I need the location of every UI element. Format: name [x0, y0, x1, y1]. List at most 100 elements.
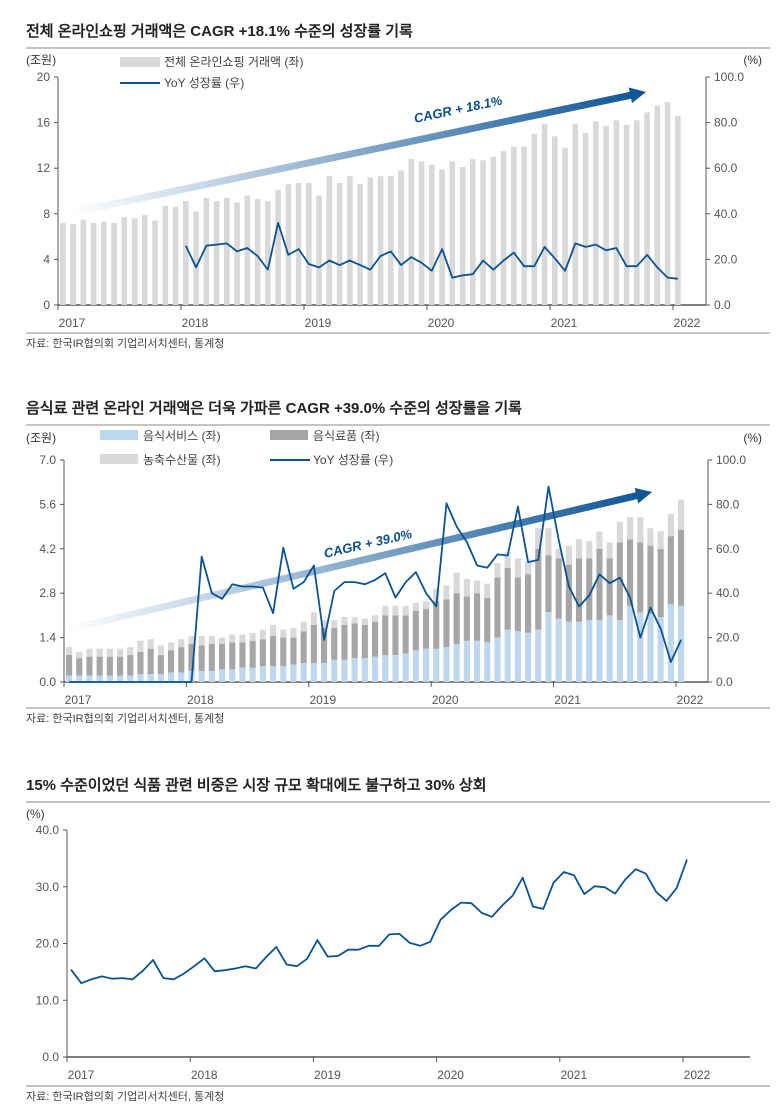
- bar-food-service: [525, 632, 532, 682]
- bar-agri: [463, 578, 470, 597]
- bar-food-products: [545, 555, 552, 613]
- x-tick-label: 2017: [68, 1068, 95, 1082]
- bar-food-service: [106, 675, 113, 682]
- bar-agri: [168, 642, 175, 651]
- bar-total: [511, 146, 517, 305]
- bar-agri: [66, 647, 73, 656]
- bar-food-service: [535, 629, 542, 682]
- bar-total: [572, 123, 579, 306]
- bar-agri: [321, 620, 328, 629]
- bar-agri: [106, 648, 113, 657]
- bar-total: [490, 156, 497, 305]
- bar-total: [131, 218, 138, 305]
- bar-agri: [494, 563, 501, 578]
- bar-food-service: [514, 631, 521, 682]
- bar-agri: [616, 521, 623, 543]
- bar-total: [654, 105, 661, 305]
- bar-total: [244, 195, 251, 305]
- bar-food-products: [117, 656, 124, 676]
- bar-total: [644, 112, 650, 305]
- bar-food-products: [453, 593, 460, 644]
- bar-food-service: [290, 664, 297, 682]
- bar-food-products: [596, 548, 603, 621]
- y-tick-label-left: 2.8: [39, 586, 56, 600]
- y-tick-label-right: 60.0: [716, 542, 740, 556]
- bar-food-service: [168, 672, 175, 682]
- x-tick-label: 2022: [677, 693, 704, 707]
- y-tick-label-right: 0.0: [716, 675, 733, 689]
- bar-food-service: [198, 670, 205, 682]
- legend-agri-swatch: [100, 454, 138, 464]
- bar-total: [388, 176, 394, 305]
- cagr-arrow-shape: [64, 487, 652, 634]
- bar-total: [275, 189, 281, 305]
- bar-food-service: [351, 658, 358, 682]
- bar-food-products: [627, 539, 634, 606]
- y-tick-label-left: 30.0: [36, 880, 60, 894]
- bar-food-products: [208, 643, 215, 671]
- bar-agri: [239, 634, 246, 643]
- bar-agri: [300, 621, 307, 632]
- bar-food-products: [280, 637, 287, 667]
- bar-total: [531, 134, 538, 305]
- bar-total: [101, 221, 107, 305]
- bar-agri: [290, 628, 297, 638]
- y-tick-label-right: 80.0: [714, 116, 738, 130]
- bar-agri: [555, 548, 562, 559]
- bar-food-service: [117, 675, 124, 682]
- bar-agri: [198, 636, 205, 646]
- x-tick-label: 2017: [65, 693, 92, 707]
- bar-total: [562, 147, 568, 305]
- y-tick-label-left: 7.0: [39, 453, 56, 467]
- bar-food-products: [106, 656, 113, 676]
- y-tick-label-right: 80.0: [716, 497, 740, 511]
- bar-agri: [657, 531, 664, 549]
- bar-total: [183, 201, 189, 305]
- bar-total: [234, 202, 240, 305]
- bar-food-products: [667, 536, 674, 605]
- bar-agri: [127, 647, 134, 656]
- bar-total: [449, 161, 456, 305]
- bar-agri: [157, 645, 164, 656]
- bar-total: [193, 211, 199, 305]
- bar-total: [480, 160, 486, 305]
- bar-agri: [188, 636, 195, 644]
- bar-food-service: [249, 667, 256, 682]
- x-tick-label: 2017: [59, 316, 86, 330]
- legend-label-yoy: YoY 성장률 (우): [164, 76, 244, 90]
- bar-food-products: [137, 651, 144, 675]
- bar-agri: [208, 636, 215, 644]
- legend-food-service-swatch: [100, 430, 138, 440]
- bar-total: [224, 197, 230, 305]
- bar-total: [541, 123, 548, 306]
- bar-food-service: [300, 662, 307, 682]
- x-tick-label: 2020: [428, 316, 455, 330]
- bar-food-products: [188, 643, 195, 671]
- y-tick-label-left: 12: [37, 161, 51, 175]
- x-tick-label: 2022: [674, 316, 701, 330]
- bar-food-products: [76, 658, 83, 676]
- bar-food-products: [382, 615, 389, 656]
- y-tick-label-left: 16: [37, 116, 51, 130]
- bar-food-products: [249, 640, 256, 668]
- bar-food-products: [157, 655, 164, 675]
- bar-food-products: [474, 593, 481, 641]
- bar-food-products: [310, 624, 317, 663]
- y-tick-label-left: 8: [43, 207, 50, 221]
- bar-food-products: [270, 636, 277, 667]
- y-tick-label-right: 100.0: [716, 453, 746, 467]
- bar-agri: [514, 558, 521, 578]
- bar-agri: [351, 616, 358, 624]
- bar-food-products: [351, 623, 358, 659]
- bar-food-products: [514, 577, 521, 632]
- y-unit-left: (조원): [26, 53, 56, 67]
- bar-food-service: [545, 612, 552, 682]
- x-tick-label: 2021: [551, 316, 578, 330]
- bar-food-products: [433, 601, 440, 649]
- bar-food-service: [259, 666, 266, 682]
- bar-food-service: [616, 620, 623, 682]
- bar-food-products: [86, 656, 93, 676]
- y-tick-label-left: 4: [43, 252, 50, 266]
- y-tick-label-right: 20.0: [716, 631, 740, 645]
- bar-total: [664, 102, 671, 305]
